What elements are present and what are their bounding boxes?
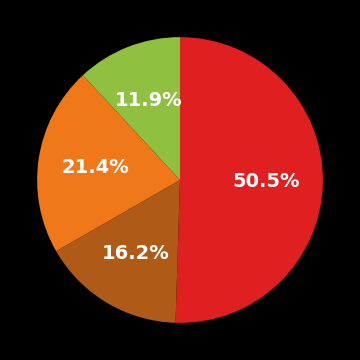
Wedge shape (83, 37, 180, 180)
Text: 21.4%: 21.4% (61, 158, 129, 177)
Wedge shape (56, 180, 180, 323)
Text: 11.9%: 11.9% (115, 91, 183, 110)
Wedge shape (37, 75, 180, 251)
Text: 16.2%: 16.2% (102, 244, 170, 263)
Text: 50.5%: 50.5% (232, 172, 300, 191)
Wedge shape (176, 37, 323, 323)
